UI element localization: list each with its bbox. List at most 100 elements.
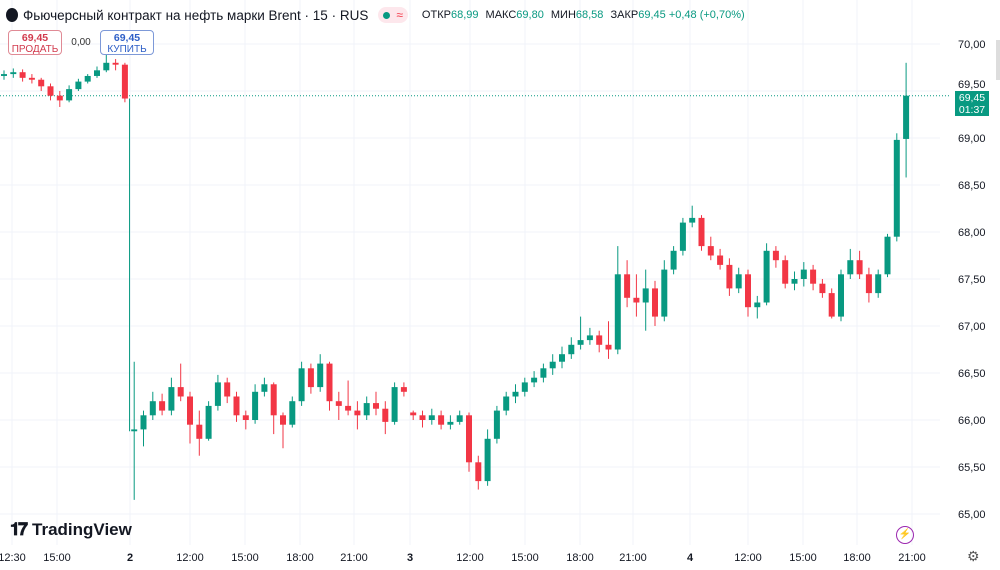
- candle-body: [10, 72, 17, 75]
- candle: [56, 91, 63, 107]
- candle-body: [224, 382, 231, 397]
- low-value: 68,58: [575, 9, 604, 21]
- candle: [196, 410, 203, 456]
- candle-body: [75, 81, 82, 90]
- market-status-badge[interactable]: ≈: [378, 7, 408, 23]
- candle: [159, 393, 166, 416]
- x-tick-label: 12:00: [456, 552, 484, 564]
- candle: [270, 382, 277, 435]
- bar-countdown: 01:37: [958, 104, 986, 116]
- y-tick-label: 65,50: [958, 462, 986, 474]
- candle: [261, 377, 268, 397]
- trade-panel: 69,45 ПРОДАТЬ 0,00 69,45 КУПИТЬ: [8, 30, 154, 55]
- x-tick-label: 21:00: [340, 552, 368, 564]
- candle-body: [38, 79, 45, 87]
- candle-body: [698, 217, 705, 247]
- candle-body: [345, 405, 352, 411]
- candle-body: [679, 222, 686, 251]
- x-tick-label: 4: [687, 552, 694, 564]
- candle: [177, 363, 184, 402]
- candle: [893, 133, 900, 242]
- candle: [614, 246, 621, 355]
- candle: [103, 53, 110, 73]
- candle-body: [428, 415, 435, 420]
- candle-body: [800, 269, 807, 279]
- candle-body: [633, 297, 640, 303]
- candle-body: [410, 412, 417, 416]
- candle: [726, 258, 733, 296]
- lightning-icon[interactable]: ⚡: [896, 526, 914, 544]
- open-value: 68,99: [450, 9, 479, 21]
- price-scale-scrollbar[interactable]: [996, 40, 1000, 80]
- candle: [670, 246, 677, 275]
- sell-button[interactable]: 69,45 ПРОДАТЬ: [8, 30, 62, 55]
- candle: [698, 215, 705, 251]
- candle-body: [149, 401, 156, 416]
- candle-body: [121, 64, 128, 99]
- candle: [38, 77, 45, 91]
- candle: [391, 382, 398, 425]
- candle: [121, 62, 128, 103]
- candle-body: [521, 382, 528, 392]
- candle-body: [661, 269, 668, 317]
- candle-body: [56, 95, 63, 101]
- candle: [819, 279, 826, 298]
- candle: [624, 260, 631, 308]
- x-tick-label: 12:00: [176, 552, 204, 564]
- candle-body: [47, 86, 54, 96]
- x-tick-label: 21:00: [898, 552, 926, 564]
- candle-body: [140, 415, 147, 430]
- candle: [559, 346, 565, 369]
- candle-body: [363, 403, 370, 416]
- candle-body: [810, 269, 817, 284]
- candle-body: [187, 396, 193, 425]
- candle-body: [373, 403, 379, 409]
- x-tick-label: 12:00: [734, 552, 762, 564]
- candle-body: [605, 344, 612, 350]
- candle-body: [307, 368, 314, 388]
- brent-logo-icon: [6, 8, 18, 22]
- x-tick-label: 12:30: [0, 552, 26, 564]
- candle-body: [624, 274, 631, 298]
- candle-body: [642, 288, 649, 303]
- candle: [512, 384, 519, 404]
- candle: [382, 401, 389, 435]
- candle-body: [159, 401, 166, 411]
- candle: [428, 408, 435, 425]
- close-value: 69,45: [638, 9, 666, 21]
- candle: [354, 401, 361, 430]
- candle-body: [865, 274, 872, 294]
- candle: [484, 429, 491, 486]
- candle: [224, 377, 231, 404]
- candle-body: [772, 250, 779, 261]
- candle-body: [261, 384, 268, 392]
- tradingview-logo[interactable]: 𝟏𝟕 TradingView: [10, 519, 132, 540]
- y-tick-label: 69,50: [958, 79, 986, 91]
- candle-body: [735, 274, 742, 289]
- candle: [754, 295, 761, 319]
- candle: [652, 280, 658, 326]
- candle: [847, 248, 854, 279]
- y-tick-label: 70,00: [958, 39, 986, 51]
- candle: [298, 361, 305, 406]
- candle: [307, 363, 314, 394]
- candle: [577, 316, 584, 350]
- change-value: +0,48 (+0,70%): [668, 9, 745, 21]
- sell-label: ПРОДАТЬ: [11, 44, 59, 55]
- candle: [168, 377, 175, 416]
- candle: [828, 288, 835, 319]
- candle: [289, 396, 296, 428]
- buy-button[interactable]: 69,45 КУПИТЬ: [100, 30, 154, 55]
- candle-body: [466, 415, 472, 463]
- candle: [782, 255, 789, 289]
- candle-body: [326, 363, 333, 402]
- open-label: ОТКР: [421, 9, 451, 21]
- candle-body: [745, 274, 751, 308]
- ohlc-readout: ОТКР68,99 МАКС69,80 МИН68,58 ЗАКР69,45 +…: [418, 9, 745, 21]
- y-tick-label: 68,50: [958, 180, 986, 192]
- candle-body: [847, 260, 854, 275]
- gear-icon[interactable]: ⚙: [967, 548, 980, 564]
- candle: [280, 412, 286, 449]
- symbol-title[interactable]: Фьючерсный контракт на нефть марки Brent…: [23, 7, 369, 23]
